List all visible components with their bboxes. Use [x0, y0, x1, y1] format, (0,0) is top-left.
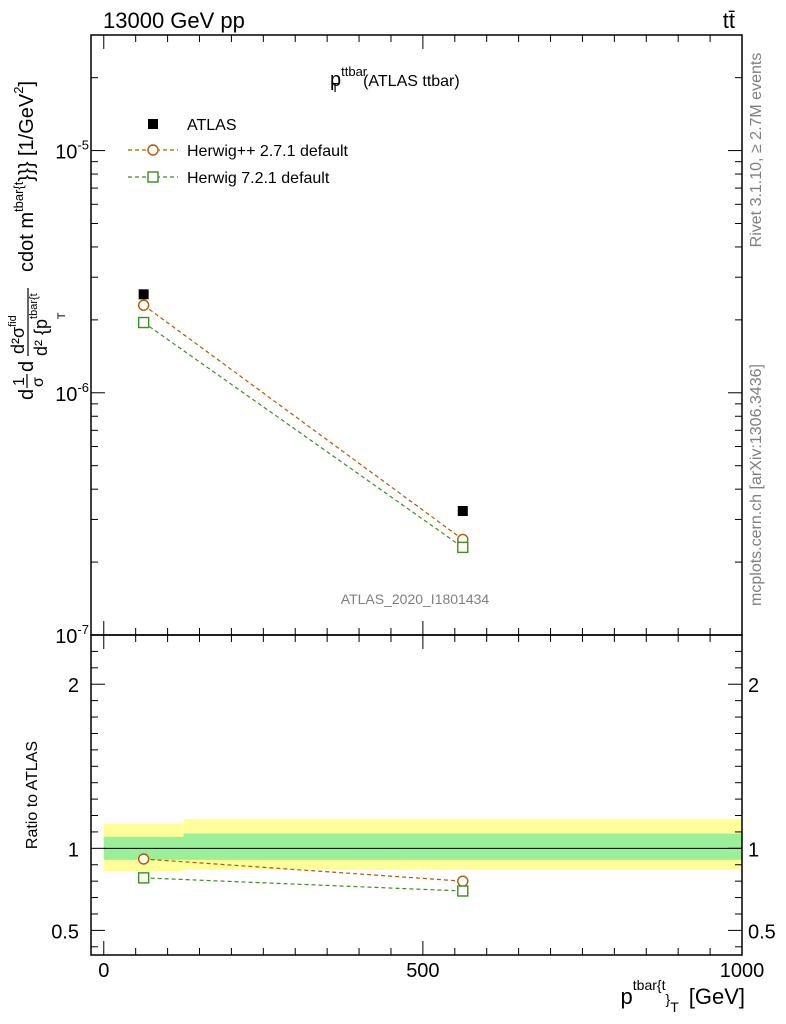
ratio-panel-frame	[90, 634, 743, 956]
x-tick-label: 0	[98, 960, 109, 982]
rivet-label: Rivet 3.1.10, ≥ 2.7M events	[748, 53, 765, 248]
ratio-series-line-1	[143, 877, 463, 892]
svg-text:d² {ptbar{tT: d² {ptbar{t T	[28, 293, 68, 356]
legend-marker-herwig7	[147, 171, 159, 183]
top-y-tick-label: 10-5	[55, 138, 89, 164]
bottom-y-axis-label: Ratio to ATLAS	[24, 741, 41, 849]
legend-marker-herwigpp	[147, 144, 159, 156]
top-series-point-0-0	[138, 289, 149, 300]
ratio-band-green-1	[183, 833, 742, 860]
legend-label-herwig7: Herwig 7.2.1 default	[187, 170, 330, 187]
svg-text:σ: σ	[30, 377, 47, 387]
legend-entry-atlas: ATLAS	[148, 117, 237, 134]
ratio-panel: 0 500 1000 0.5 0.5 1 1 2 2	[51, 634, 776, 982]
ratio-series-point-1-0	[137, 872, 150, 884]
x-tick-label: 500	[406, 960, 439, 982]
legend-entry-herwig7: Herwig 7.2.1 default	[128, 170, 330, 187]
top-series-point-1-0	[137, 299, 150, 311]
ratio-y-tick-label-right: 1	[748, 839, 759, 861]
top-y-tick-label: 10-7	[55, 622, 89, 648]
svg-text:1: 1	[11, 377, 28, 386]
legend-entry-herwigpp: Herwig++ 2.7.1 default	[128, 143, 349, 160]
top-panel: 10-7 10-6 10-5	[55, 34, 743, 648]
x-tick-label: 1000	[720, 960, 765, 982]
svg-text:d: d	[16, 361, 38, 372]
svg-text:d: d	[16, 389, 38, 400]
top-y-axis-label: d 1 σ d d²σfid d² {ptbar{t T cdot mtbar{t…	[7, 81, 68, 400]
ratio-series-point-1-1	[457, 885, 469, 897]
x-axis-label: ptbar{t}T [GeV]	[621, 977, 745, 1015]
legend: ATLAS Herwig++ 2.7.1 default Herwig 7.2.…	[128, 117, 349, 187]
svg-text:d²σfid: d²σfid	[7, 315, 28, 354]
top-series-line-2	[143, 322, 464, 548]
ratio-y-tick-label: 2	[68, 675, 79, 697]
legend-label-atlas: ATLAS	[187, 117, 237, 134]
ratio-series-point-0-0	[137, 853, 150, 865]
top-series-line-1	[143, 304, 464, 540]
top-series-point-2-0	[137, 316, 150, 329]
svg-text:cdot mtbar{t}}} [1/GeV2]: cdot mtbar{t}}} [1/GeV2]	[11, 81, 38, 272]
legend-label-herwigpp: Herwig++ 2.7.1 default	[187, 143, 349, 160]
ratio-series-line-0	[143, 858, 463, 882]
top-series-point-2-1	[457, 541, 469, 554]
ratio-y-tick-label: 1	[68, 839, 79, 861]
header-left: 13000 GeV pp	[103, 8, 245, 33]
legend-marker-atlas	[148, 119, 158, 129]
plot-title: pttbar T (ATLAS ttbar)	[330, 64, 460, 95]
ratio-y-tick-label: 0.5	[51, 921, 79, 943]
header-right: tt̄	[723, 8, 735, 33]
top-series-point-0-1	[457, 506, 468, 517]
ratio-series-point-0-1	[457, 875, 469, 887]
analysis-label: ATLAS_2020_I1801434	[341, 591, 490, 607]
ratio-y-tick-label-right: 0.5	[748, 921, 776, 943]
top-y-tick-label: 10-6	[55, 380, 89, 406]
mcplots-label: mcplots.cern.ch [arXiv:1306.3436]	[748, 364, 765, 606]
ratio-y-tick-label-right: 2	[748, 675, 759, 697]
